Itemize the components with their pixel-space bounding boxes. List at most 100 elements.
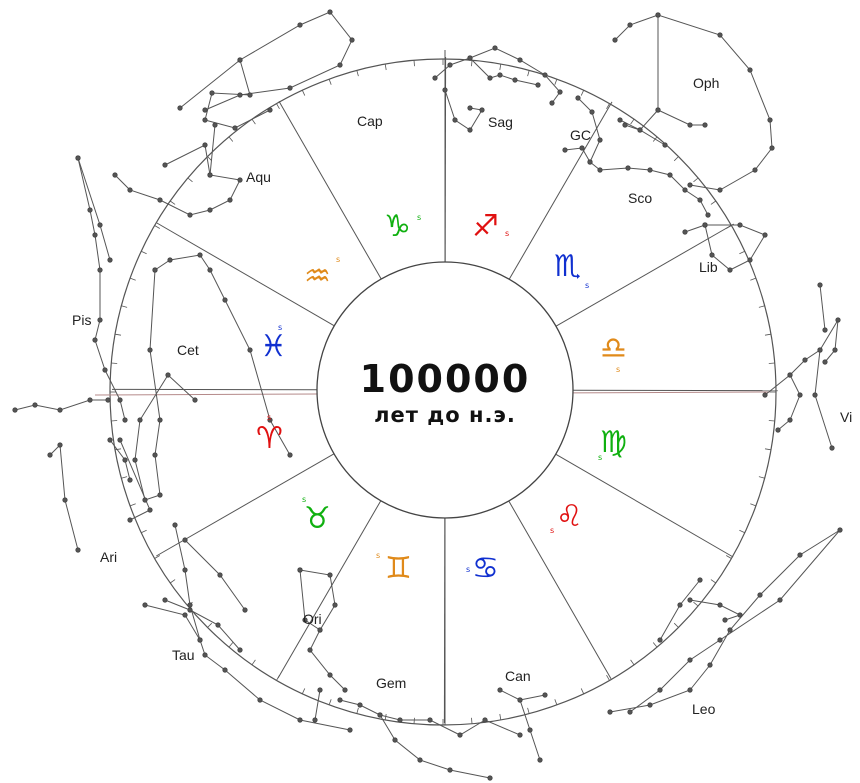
star [667,172,673,178]
ring-tick [606,675,610,681]
star [822,327,828,333]
star [377,712,383,718]
star [209,90,215,96]
star [647,167,653,173]
ring-tick [251,659,256,666]
ring-tick [710,579,717,584]
label-cap: Cap [357,113,383,129]
ring-tick [750,503,757,507]
star [92,232,98,238]
star [589,109,595,115]
ring-tick [115,333,122,336]
svg-text:s: s [598,453,602,462]
star [207,207,213,213]
ring-tick [121,476,128,479]
svg-text:♎: ♎ [600,331,627,366]
star [327,572,333,578]
star [237,647,243,653]
svg-text:s: s [550,526,554,535]
ring-tick [328,78,332,85]
star-points [12,9,843,781]
star [102,367,108,373]
star [687,657,693,663]
star [727,267,733,273]
ring-tick [115,448,122,451]
star [297,22,303,28]
star [222,667,228,673]
star [817,282,823,288]
taurus-sign-icon: ♉ s [302,495,331,536]
star [12,407,18,413]
star [332,602,338,608]
star [557,89,563,95]
star [537,757,543,763]
star [182,567,188,573]
svg-text:s: s [267,413,271,422]
svg-text:s: s [336,255,340,264]
star [202,652,208,658]
label-sag: Sag [488,114,513,130]
star [237,177,243,183]
star [327,9,333,15]
label-ori: Ori [303,611,322,627]
ring-tick [301,90,306,96]
star [517,697,523,703]
sector-divider [555,223,734,327]
svg-text:♋: ♋ [472,551,499,586]
sector-divider [156,222,335,327]
star [157,417,163,423]
star [75,547,81,553]
star [542,72,548,78]
star [687,122,693,128]
star [187,607,193,613]
ring-tick [356,70,359,77]
star [47,452,53,458]
ring-tick [693,601,699,607]
ring-tick [554,699,558,706]
leo-sign-icon: ♌ s [550,499,583,535]
star [637,127,643,133]
tau-figure [144,524,351,731]
scorpio-sign-icon: ♏ s [554,249,589,290]
star [787,372,793,378]
star [165,372,171,378]
svg-text:s: s [376,551,380,560]
svg-text:♒: ♒ [304,259,331,294]
ring-tick [554,78,558,85]
star [492,45,498,51]
star [682,187,688,193]
gem-figure [339,699,521,779]
ring-tick [141,529,147,534]
ring-tick [121,305,128,308]
ring-tick [630,118,635,125]
star [247,92,253,98]
ring-ticks [110,59,776,725]
oph-figure [614,14,773,191]
pisces-sign-icon: ♓ s [260,323,287,364]
cet-figure [119,254,291,521]
ring-tick [580,90,585,96]
label-cet: Cet [177,342,199,358]
sector-divider [277,500,382,679]
star [512,77,518,83]
ring-tick [758,305,765,308]
star [57,442,63,448]
svg-text:s: s [466,565,470,574]
ring-tick [499,713,502,720]
star [655,12,661,18]
star [727,627,733,633]
star [337,697,343,703]
ring-tick [169,579,176,584]
star [829,445,835,451]
star [835,317,841,323]
star [467,127,473,133]
label-oph: Oph [693,75,719,91]
star [687,687,693,693]
ring-tick [527,70,530,77]
star [287,85,293,91]
star [612,37,618,43]
star [392,737,398,743]
star [587,159,593,165]
star [122,457,128,463]
ring-tick [111,362,118,364]
